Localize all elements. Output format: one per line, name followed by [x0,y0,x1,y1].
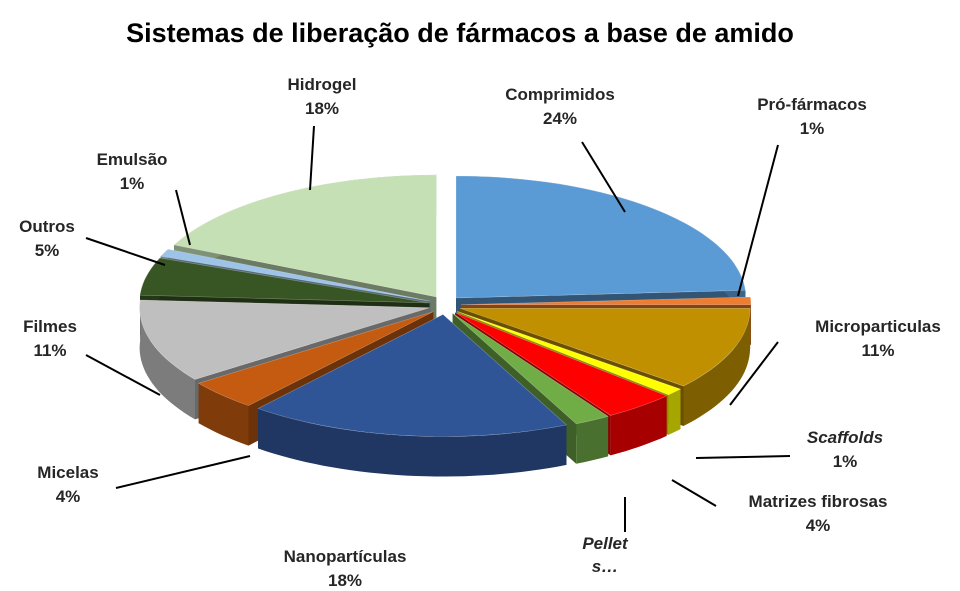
pie-slice [160,248,431,302]
pie-slice [173,174,437,298]
leader-line [729,341,779,406]
leader-line [85,237,166,266]
value-label: 11% [861,341,894,360]
leader-line [175,189,191,246]
value-label: 1% [800,119,825,138]
pie-slice [455,175,746,299]
category-label: Filmes [23,317,77,336]
slice-side [258,408,567,477]
category-label: Hidrogel [288,75,357,94]
leader-line [671,479,717,507]
slice-side [750,297,751,345]
slice-side [198,383,249,446]
pie-slice [257,314,568,437]
slice-side [610,395,667,456]
pie-slice [460,308,751,387]
value-label: 4% [56,487,81,506]
leader-line [85,354,161,396]
category-label: Microparticulas [815,317,941,336]
value-label: 1% [120,174,145,193]
leader-line [309,125,315,191]
category-label: Nanopartículas [284,547,407,566]
chart-title: Sistemas de liberação de fármacos a base… [126,18,794,48]
value-label: 5% [35,241,60,260]
category-label: Outros [19,217,75,236]
slice-side [668,389,681,435]
slice-side [576,416,609,464]
value-label: 1% [833,452,858,471]
category-label: Comprimidos [505,85,615,104]
pie-slice [456,311,682,396]
category-label-line: s… [592,557,618,576]
slice-side [683,308,751,426]
leader-line [737,144,779,297]
category-label: Pró-fármacos [757,95,867,114]
category-label: Pellet s… [582,534,629,576]
pie-slice [460,296,752,305]
category-label: Matrizes fibrosas [749,492,888,511]
data-labels: Comprimidos 24% Pró-fármacos 1% Microparticu… [19,75,941,590]
pie-slice [139,299,430,380]
pie-slice [197,311,434,406]
pie-slice [452,313,609,425]
category-label-line: Pellet [582,534,629,553]
category-label: Scaffolds [807,428,883,447]
leader-line [115,455,251,489]
pie-slice [455,312,668,416]
slice-side [139,300,195,420]
value-label: 11% [33,341,66,360]
value-label: 18% [328,571,362,590]
value-label: 4% [806,516,831,535]
leader-line [695,455,791,459]
pie-tops [139,174,752,437]
leader-line [581,141,626,213]
category-label: Emulsão [97,150,168,169]
value-label: 24% [543,109,577,128]
value-label: 18% [305,99,339,118]
category-label: Micelas [37,463,98,482]
